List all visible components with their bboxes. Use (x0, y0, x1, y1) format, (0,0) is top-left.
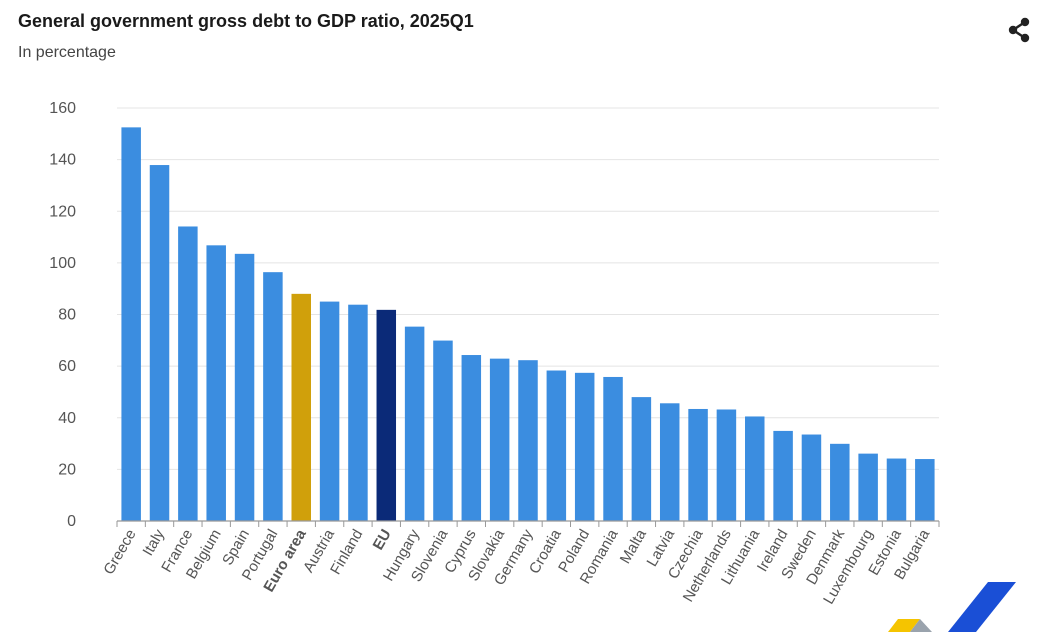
share-icon[interactable] (1004, 15, 1034, 45)
y-tick-label: 40 (58, 410, 76, 427)
bar-greece[interactable] (121, 127, 141, 521)
bar-italy[interactable] (149, 165, 170, 521)
bar-latvia[interactable] (659, 403, 680, 521)
chart-subtitle: In percentage (18, 44, 116, 61)
y-tick-label: 140 (49, 152, 76, 169)
y-tick-label: 20 (58, 461, 76, 478)
bar-bulgaria[interactable] (915, 459, 935, 521)
y-tick-label: 160 (49, 100, 76, 117)
brand-logo (888, 582, 1016, 632)
bar-ireland[interactable] (773, 430, 793, 521)
bar-finland[interactable] (348, 304, 368, 521)
bar-hungary[interactable] (404, 326, 425, 521)
bar-spain[interactable] (234, 253, 255, 521)
bar-eu[interactable] (376, 309, 397, 521)
bar-slovakia[interactable] (489, 358, 510, 521)
x-tick-label: Italy (140, 526, 169, 559)
bar-croatia[interactable] (546, 370, 567, 521)
bar-belgium[interactable] (206, 245, 226, 521)
y-tick-label: 100 (49, 255, 76, 272)
chart-title: General government gross debt to GDP rat… (18, 11, 474, 31)
bar-estonia[interactable] (886, 458, 907, 521)
y-tick-label: 0 (67, 513, 76, 530)
bar-malta[interactable] (631, 397, 652, 521)
bar-romania[interactable] (603, 376, 623, 521)
bar-poland[interactable] (574, 372, 595, 521)
bar-luxembourg[interactable] (858, 453, 878, 521)
bar-denmark[interactable] (830, 443, 850, 521)
bar-czechia[interactable] (688, 408, 708, 521)
bar-euro-area[interactable] (291, 293, 311, 521)
y-tick-label: 60 (58, 358, 76, 375)
bar-slovenia[interactable] (433, 340, 453, 521)
bar-germany[interactable] (518, 360, 538, 521)
x-tick-label: EU (370, 527, 395, 554)
bar-netherlands[interactable] (716, 409, 737, 521)
bar-france[interactable] (178, 226, 198, 521)
y-tick-label: 80 (58, 307, 76, 324)
x-tick-label: Greece (100, 527, 139, 578)
bar-cyprus[interactable] (461, 355, 482, 521)
bar-portugal[interactable] (263, 272, 283, 521)
y-tick-label: 120 (49, 203, 76, 220)
bar-sweden[interactable] (801, 434, 822, 521)
bar-lithuania[interactable] (745, 416, 765, 521)
bar-austria[interactable] (319, 301, 340, 521)
